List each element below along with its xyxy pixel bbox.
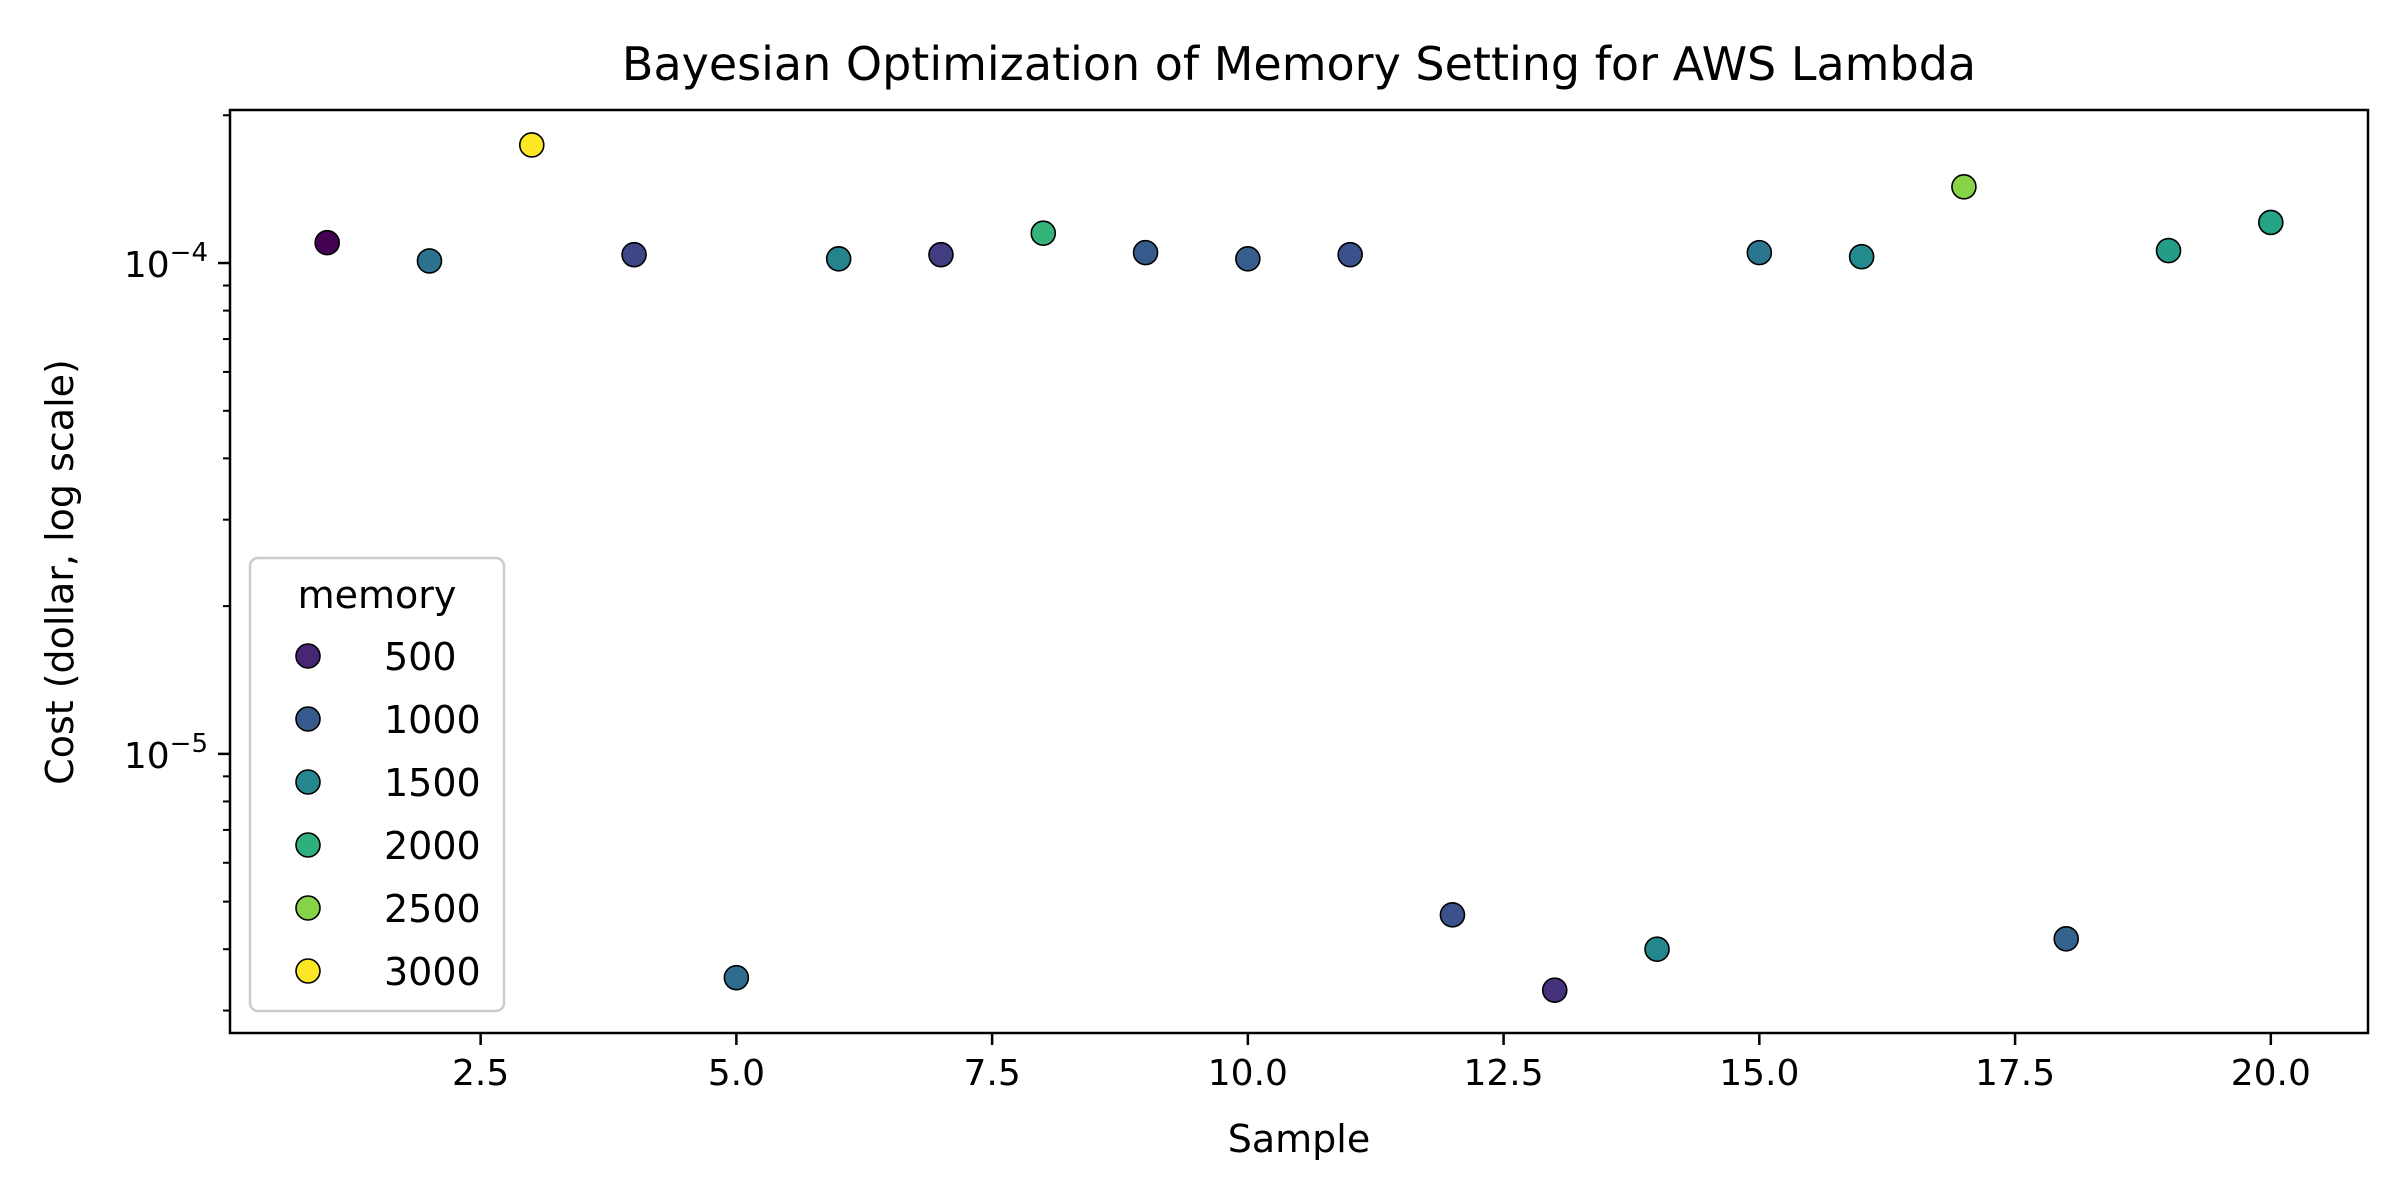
legend-label: 1500 xyxy=(384,761,481,805)
data-point xyxy=(723,964,750,991)
legend-marker xyxy=(295,958,321,984)
data-point xyxy=(416,248,443,274)
data-point xyxy=(1030,220,1057,247)
y-tick-label: 10−5 xyxy=(124,729,208,777)
legend-marker xyxy=(295,832,321,858)
data-point xyxy=(928,241,954,268)
data-point xyxy=(2155,237,2182,264)
x-tick-label: 17.5 xyxy=(1975,1053,2055,1094)
data-point xyxy=(621,241,647,268)
y-axis-ticks: 10−5 10−4 xyxy=(124,114,230,1012)
plot-frame xyxy=(228,108,2370,1035)
data-point xyxy=(1541,977,1568,1004)
x-axis-ticks: 2.5 5.0 7.5 10.0 12.5 15.0 17.5 20.0 xyxy=(452,1033,2311,1094)
legend-entries: 500 1000 1500 2000 2500 3000 xyxy=(295,635,481,994)
legend-label: 3000 xyxy=(384,950,481,994)
data-point xyxy=(1235,246,1261,272)
data-point xyxy=(1132,239,1159,266)
x-tick-label: 10.0 xyxy=(1208,1053,1288,1094)
data-point xyxy=(1848,243,1875,270)
data-point xyxy=(1439,902,1466,928)
y-tick-label: 10−4 xyxy=(124,238,208,286)
data-point xyxy=(825,246,852,272)
data-point xyxy=(1746,239,1773,266)
legend-marker xyxy=(295,643,321,669)
data-point xyxy=(2258,209,2284,236)
data-points xyxy=(314,132,2284,1004)
legend-marker xyxy=(295,706,321,732)
x-axis-label: Sample xyxy=(1228,1117,1370,1161)
data-point xyxy=(1337,241,1363,268)
data-point xyxy=(2053,926,2080,952)
data-point xyxy=(314,229,340,256)
legend-label: 1000 xyxy=(384,698,481,742)
data-point xyxy=(1951,173,1977,200)
y-axis-label: Cost (dollar, log scale) xyxy=(38,359,82,785)
legend: memory 500 1000 1500 2000 2500 3000 xyxy=(248,556,506,1013)
legend-label: 500 xyxy=(384,635,457,679)
legend-marker xyxy=(295,895,321,921)
legend-label: 2500 xyxy=(384,887,481,931)
x-tick-label: 15.0 xyxy=(1719,1053,1799,1094)
legend-label: 2000 xyxy=(384,824,481,868)
x-tick-label: 2.5 xyxy=(452,1053,509,1094)
x-tick-label: 7.5 xyxy=(963,1053,1020,1094)
x-tick-label: 20.0 xyxy=(2231,1053,2311,1094)
data-point xyxy=(518,132,545,158)
chart-title: Bayesian Optimization of Memory Setting … xyxy=(622,37,1976,91)
legend-marker xyxy=(295,769,321,795)
data-point xyxy=(1644,936,1670,963)
legend-title: memory xyxy=(298,573,457,617)
x-tick-label: 5.0 xyxy=(708,1053,765,1094)
x-tick-label: 12.5 xyxy=(1464,1053,1544,1094)
